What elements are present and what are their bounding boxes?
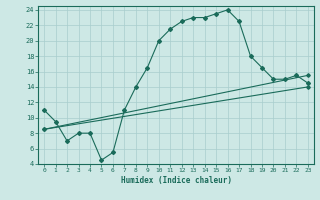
X-axis label: Humidex (Indice chaleur): Humidex (Indice chaleur) (121, 176, 231, 185)
